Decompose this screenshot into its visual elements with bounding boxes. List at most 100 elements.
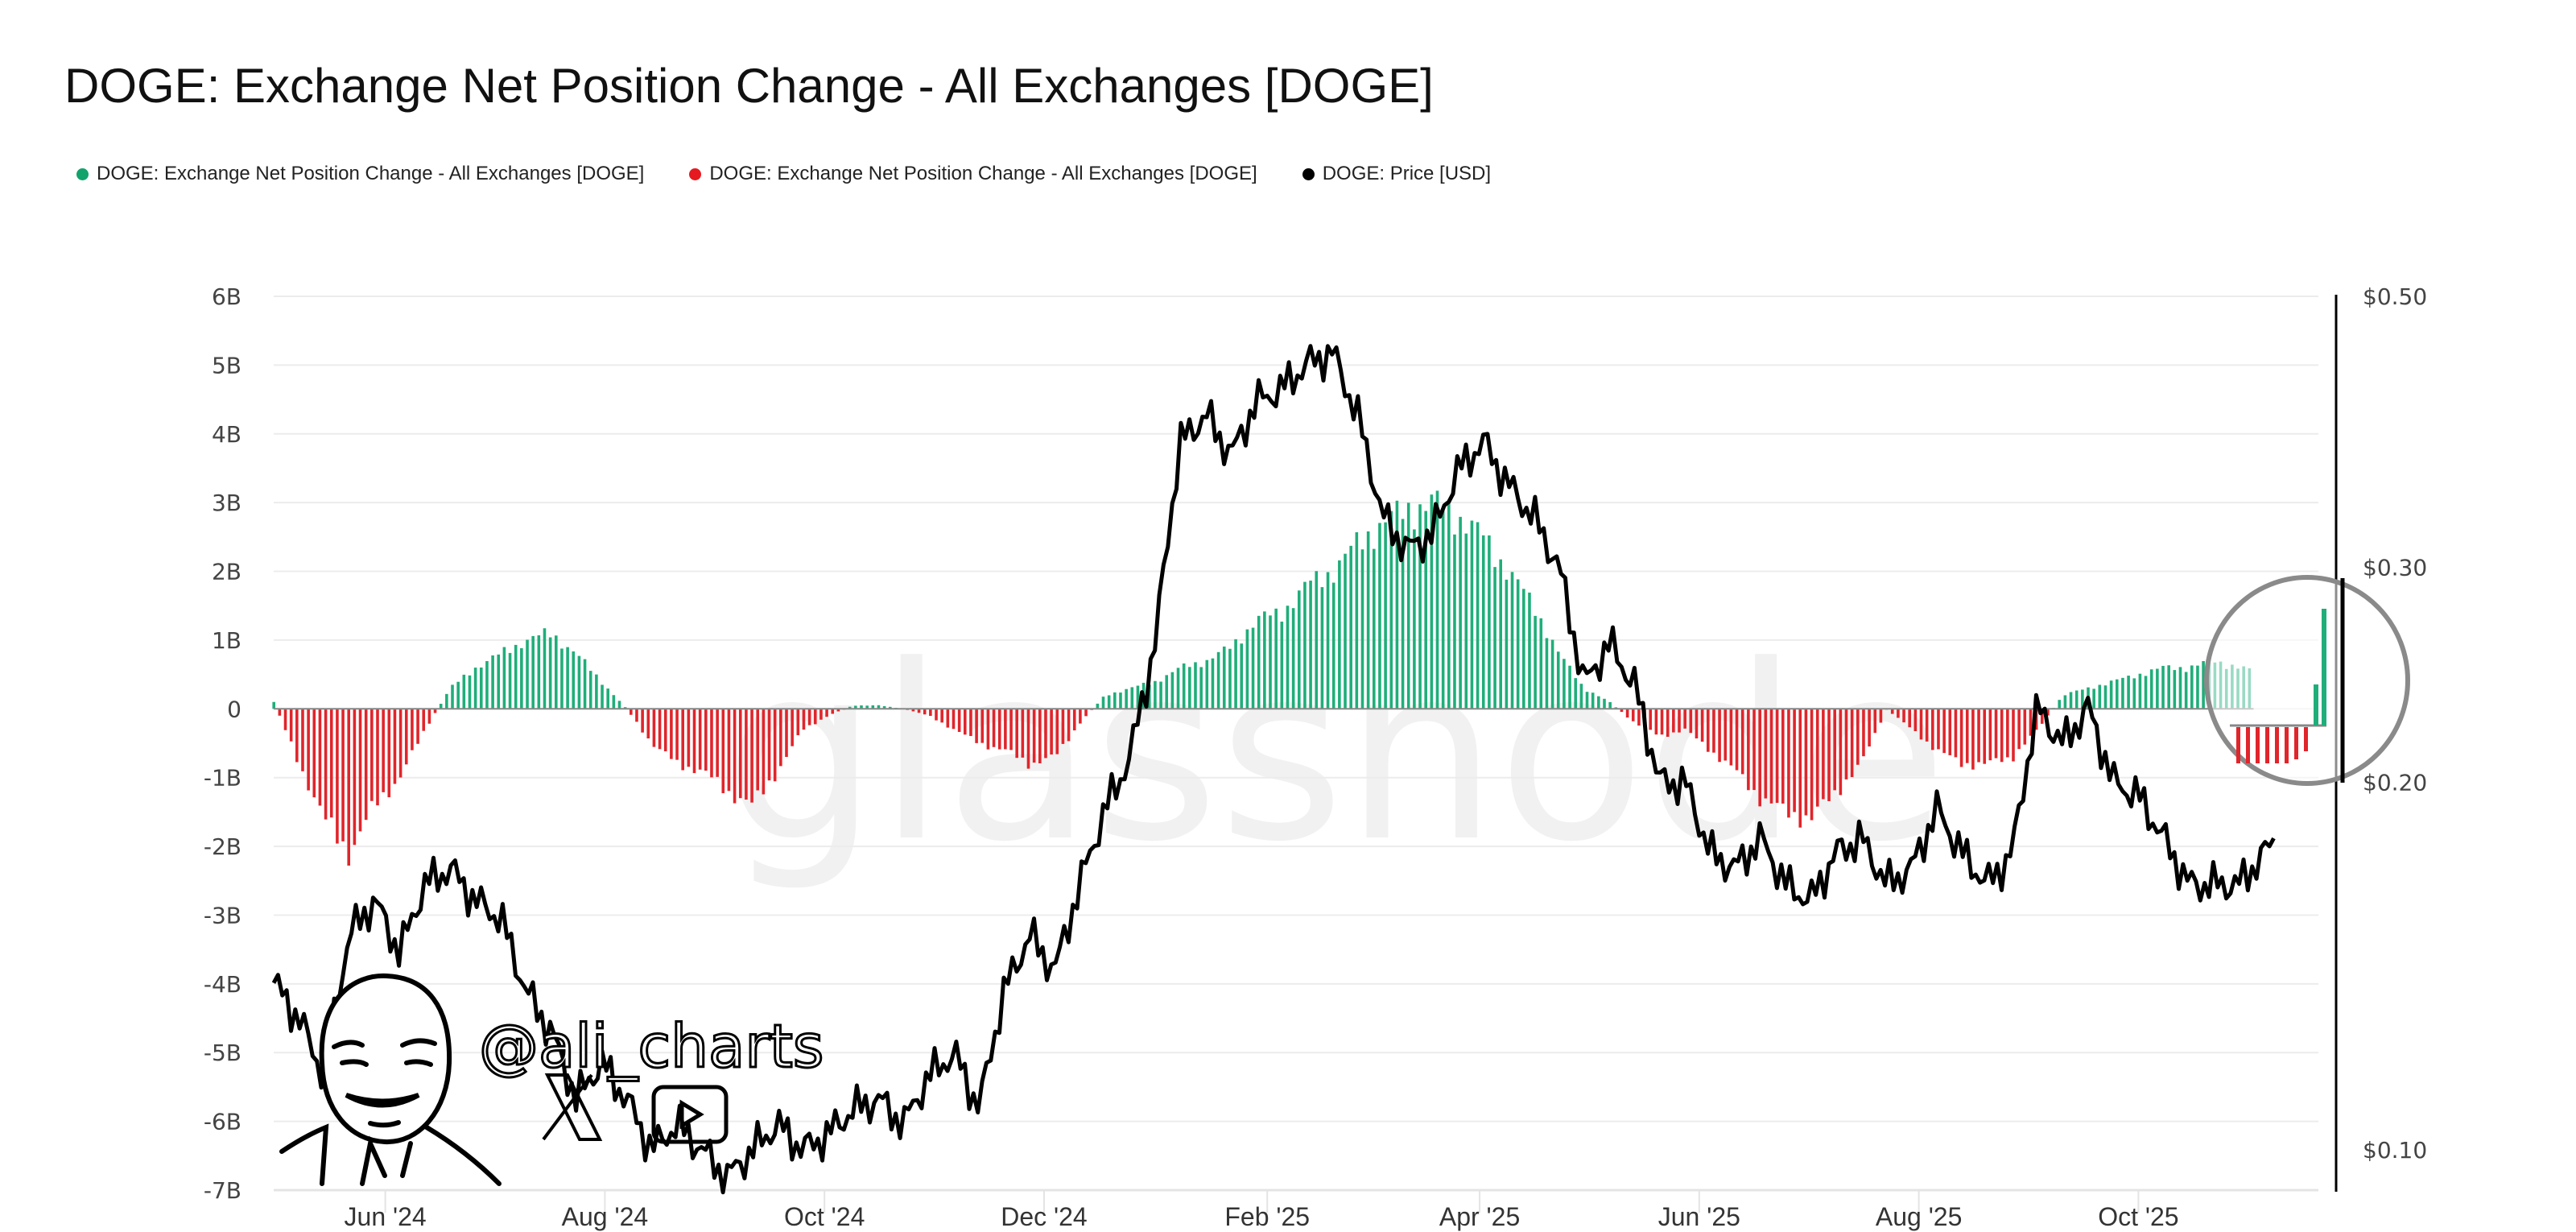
bar: [324, 709, 328, 820]
bar: [1672, 709, 1675, 733]
bar: [848, 706, 852, 709]
bar: [716, 709, 719, 777]
bar: [1718, 709, 1721, 763]
bar: [2196, 665, 2199, 709]
bar: [416, 709, 419, 744]
bar: [1977, 709, 1980, 763]
bar: [1165, 675, 1169, 709]
y-left-tick-label: 6B: [212, 283, 242, 310]
bar: [1464, 533, 1468, 709]
legend-item-positive[interactable]: DOGE: Exchange Net Position Change - All…: [76, 163, 644, 185]
legend-dot-green: [76, 167, 89, 180]
bar: [2074, 690, 2079, 709]
bar: [2006, 709, 2009, 758]
bar: [733, 709, 737, 804]
bar: [1868, 709, 1871, 747]
bar: [1660, 709, 1664, 735]
bar: [2098, 684, 2102, 709]
y-left-tick-label: 1B: [212, 627, 242, 654]
bar: [1286, 606, 1290, 709]
bar: [1072, 709, 1076, 731]
bar: [2127, 676, 2130, 709]
bar: [1119, 692, 1122, 709]
x-tick-label: Oct '25: [2098, 1202, 2178, 1231]
bar: [566, 647, 569, 709]
bar: [1510, 572, 1514, 709]
bar: [1873, 709, 1877, 734]
y-right-tick-label: $0.20: [2363, 770, 2427, 796]
bar: [1654, 709, 1658, 735]
bar: [1787, 709, 1790, 818]
bar: [272, 701, 275, 709]
bar: [1769, 709, 1773, 804]
bar: [1919, 709, 1923, 740]
bar: [917, 709, 921, 713]
bar: [1222, 646, 1226, 709]
bar: [1925, 709, 1929, 742]
legend-item-price[interactable]: DOGE: Price [USD]: [1302, 163, 1491, 185]
bar: [376, 709, 379, 806]
y-left-tick-label: 2B: [212, 559, 242, 585]
bar: [704, 709, 708, 771]
bars: [272, 490, 2252, 866]
bar: [1406, 502, 1410, 709]
legend-label: DOGE: Exchange Net Position Change - All…: [709, 163, 1257, 184]
bar: [1815, 709, 1819, 807]
bar: [1954, 709, 1958, 758]
bar: [411, 709, 414, 750]
bar: [468, 675, 472, 709]
bar: [2040, 709, 2044, 724]
bar: [1579, 684, 1583, 709]
bar: [1338, 560, 1341, 709]
bar: [791, 709, 794, 746]
bar: [1113, 692, 1117, 709]
bar: [1729, 709, 1733, 766]
bar: [2000, 709, 2004, 763]
bar: [877, 705, 881, 709]
bar: [531, 635, 535, 709]
bar: [1067, 709, 1071, 742]
bar: [929, 709, 932, 717]
bar: [1360, 549, 1364, 709]
y-right-tick-label: $0.30: [2363, 554, 2427, 581]
bar: [358, 709, 362, 832]
bar: [1435, 490, 1439, 709]
y-right-tick-label: $0.10: [2363, 1137, 2427, 1164]
highlight-bar-neg: [2256, 727, 2260, 763]
watermark: glassnode: [724, 614, 1947, 895]
bar: [1245, 629, 1249, 709]
bar: [1637, 709, 1641, 726]
bar: [1649, 709, 1653, 730]
bar: [2184, 672, 2188, 709]
bar: [646, 709, 650, 739]
bar: [1678, 709, 1681, 733]
bar: [2144, 676, 2148, 709]
bar: [353, 709, 357, 845]
bar: [572, 651, 576, 709]
x-logo-icon: [542, 1073, 603, 1141]
legend-item-negative[interactable]: DOGE: Exchange Net Position Change - All…: [689, 163, 1257, 185]
bar: [1775, 709, 1779, 804]
bar: [514, 644, 518, 709]
bar: [652, 709, 656, 747]
bar: [865, 705, 869, 709]
bar: [957, 709, 961, 732]
bar: [831, 709, 835, 714]
bar: [588, 671, 592, 709]
bar: [2063, 695, 2067, 709]
bar: [537, 635, 541, 709]
y-left-tick-label: -2B: [204, 833, 242, 860]
y-right-tick-label: $0.50: [2363, 283, 2427, 310]
bar: [2017, 709, 2021, 750]
bar: [1194, 662, 1197, 709]
bar: [1862, 709, 1865, 757]
bar: [779, 709, 782, 767]
bar: [997, 709, 1001, 750]
bar: [1015, 709, 1018, 759]
bar: [1994, 709, 1998, 759]
bar: [1971, 709, 1975, 770]
bar: [318, 709, 322, 806]
highlight-bar-neg: [2265, 727, 2269, 763]
bar: [387, 709, 391, 798]
bar: [663, 709, 667, 752]
